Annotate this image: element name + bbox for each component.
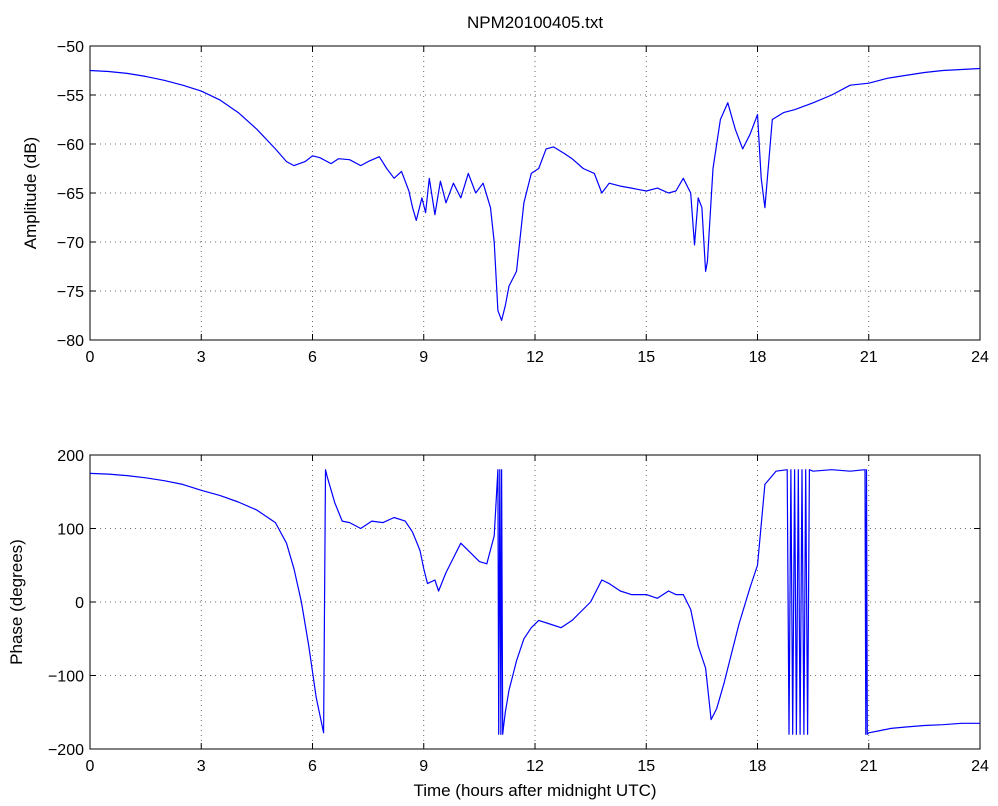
phase-y-tick-label: −200 bbox=[48, 742, 84, 759]
amplitude-y-tick-label: −65 bbox=[57, 186, 84, 203]
phase-y-tick-label: 200 bbox=[57, 448, 84, 465]
amplitude-x-tick-label: 3 bbox=[197, 349, 206, 366]
amplitude-x-tick-label: 12 bbox=[526, 349, 544, 366]
phase-y-tick-label: 100 bbox=[57, 522, 84, 539]
amplitude-y-tick-label: −70 bbox=[57, 235, 84, 252]
phase-x-tick-label: 18 bbox=[749, 758, 767, 775]
phase-panel: 0 3 6 9 12 15 18 21 24 200 100 0 −100 −200 Phase (deg… bbox=[7, 448, 989, 800]
amplitude-y-tick-label: −60 bbox=[57, 137, 84, 154]
amplitude-x-tick-label: 6 bbox=[308, 349, 317, 366]
phase-series bbox=[89, 469, 980, 735]
amplitude-tick-labels: 0 3 6 9 12 15 18 21 24 −50 −55 −60 −65 −70 −75 −80 bbox=[57, 39, 989, 366]
phase-x-tick-label: 15 bbox=[637, 758, 655, 775]
amplitude-series-line bbox=[89, 67, 981, 321]
amplitude-x-tick-label: 15 bbox=[637, 349, 655, 366]
phase-grid bbox=[90, 455, 980, 749]
amplitude-y-tick-label: −75 bbox=[57, 284, 84, 301]
phase-x-tick-label: 12 bbox=[526, 758, 544, 775]
amplitude-y-axis-label: Amplitude (dB) bbox=[21, 137, 40, 249]
phase-x-tick-label: 24 bbox=[971, 758, 989, 775]
phase-y-tick-label: 0 bbox=[75, 595, 84, 612]
amplitude-x-tick-label: 18 bbox=[749, 349, 767, 366]
amplitude-panel: 0 3 6 9 12 15 18 21 24 −50 −55 −60 −65 −70 −75 −80 NPM2… bbox=[21, 13, 989, 366]
phase-x-tick-label: 9 bbox=[419, 758, 428, 775]
amplitude-y-tick-label: −50 bbox=[57, 39, 84, 56]
x-axis-label: Time (hours after midnight UTC) bbox=[413, 781, 656, 800]
phase-x-tick-label: 6 bbox=[308, 758, 317, 775]
phase-x-tick-label: 3 bbox=[197, 758, 206, 775]
phase-y-tick-label: −100 bbox=[48, 669, 84, 686]
chart-title: NPM20100405.txt bbox=[467, 13, 603, 32]
phase-tick-labels: 0 3 6 9 12 15 18 21 24 200 100 0 −100 −200 bbox=[48, 448, 989, 775]
amplitude-x-tick-label: 21 bbox=[860, 349, 878, 366]
amplitude-series bbox=[89, 67, 981, 321]
amplitude-x-tick-label: 24 bbox=[971, 349, 989, 366]
amplitude-x-tick-label: 9 bbox=[419, 349, 428, 366]
phase-ticks bbox=[89, 454, 981, 750]
phase-series-line bbox=[89, 469, 980, 735]
amplitude-y-tick-label: −80 bbox=[57, 333, 84, 350]
phase-y-axis-label: Phase (degrees) bbox=[7, 539, 26, 665]
amplitude-x-tick-label: 0 bbox=[86, 349, 95, 366]
phase-x-tick-label: 21 bbox=[860, 758, 878, 775]
amplitude-ticks bbox=[89, 45, 981, 341]
amplitude-grid bbox=[90, 46, 980, 340]
amplitude-y-tick-label: −55 bbox=[57, 88, 84, 105]
phase-x-tick-label: 0 bbox=[86, 758, 95, 775]
